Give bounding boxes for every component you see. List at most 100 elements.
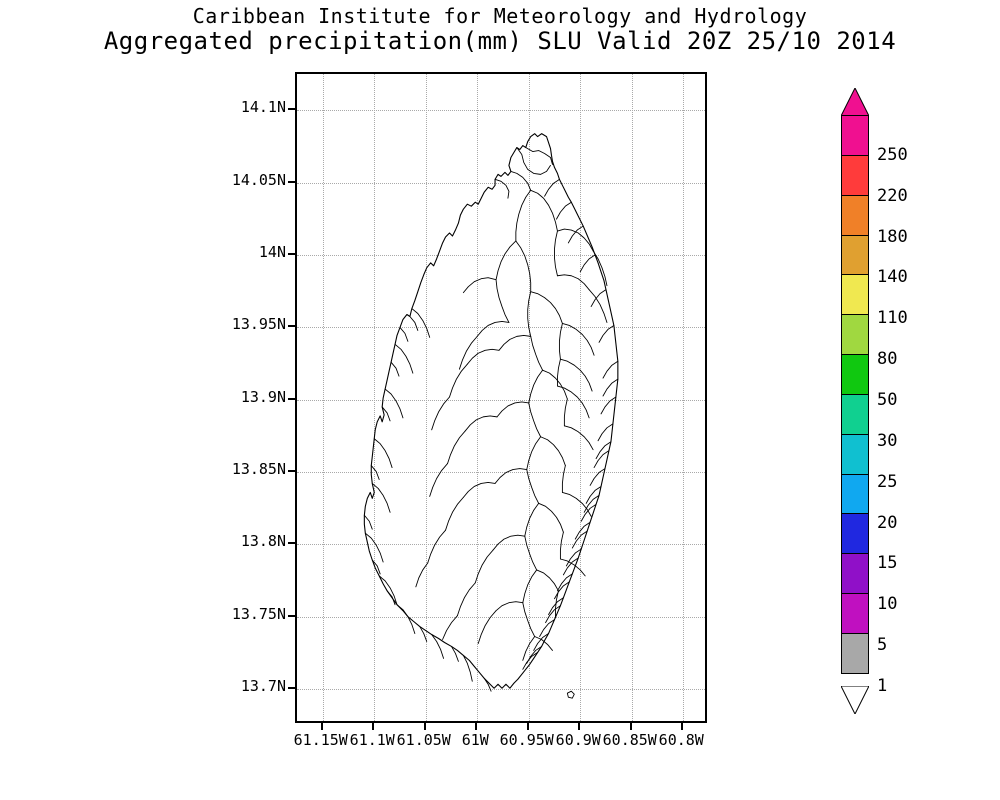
watershed-boundary bbox=[528, 369, 544, 404]
watershed-boundary bbox=[585, 486, 602, 504]
watershed-boundary bbox=[548, 597, 564, 616]
colorbar-band[interactable] bbox=[841, 274, 869, 316]
tick-mark-y bbox=[288, 180, 295, 183]
axis-label-longitude: 61.05W bbox=[396, 731, 451, 749]
tick-mark-x bbox=[578, 723, 581, 730]
watershed-boundary bbox=[563, 425, 594, 451]
watershed-boundary bbox=[526, 436, 542, 471]
watershed-boundary bbox=[476, 321, 510, 337]
north-inlet bbox=[510, 170, 532, 191]
watershed-boundary bbox=[363, 514, 373, 530]
watershed-boundary bbox=[371, 483, 391, 513]
colorbar-band[interactable] bbox=[841, 115, 869, 156]
watershed-boundary bbox=[592, 250, 608, 287]
watershed-boundary bbox=[538, 502, 564, 533]
watershed-boundary bbox=[526, 469, 540, 504]
watershed-boundary bbox=[378, 575, 398, 606]
watershed-boundary bbox=[561, 465, 566, 493]
watershed-boundary bbox=[579, 254, 596, 273]
colorbar-tick-label: 110 bbox=[877, 308, 908, 329]
colorbar-tick-label: 10 bbox=[877, 594, 898, 615]
axis-label-longitude: 61W bbox=[461, 731, 489, 749]
gridline-vertical bbox=[425, 74, 427, 721]
gridline-horizontal bbox=[297, 182, 705, 184]
tick-mark-x bbox=[526, 723, 529, 730]
axis-label-latitude: 14.05N bbox=[231, 170, 286, 189]
watershed-boundary bbox=[373, 438, 393, 469]
watershed-boundary bbox=[589, 468, 606, 486]
watershed-boundary bbox=[498, 334, 532, 351]
colorbar-band[interactable] bbox=[841, 194, 869, 236]
axis-label-latitude: 13.75N bbox=[231, 604, 286, 623]
colorbar-band[interactable] bbox=[841, 234, 869, 276]
watershed-boundary bbox=[567, 225, 584, 244]
watershed-boundary bbox=[386, 590, 396, 606]
watershed-boundary bbox=[394, 343, 414, 374]
colorbar-band[interactable] bbox=[841, 393, 869, 435]
colorbar-band[interactable] bbox=[841, 314, 869, 356]
colorbar-over-arrow bbox=[840, 86, 870, 117]
gridline-vertical bbox=[580, 74, 582, 721]
watershed-boundary bbox=[464, 415, 498, 432]
watershed-boundary bbox=[561, 323, 595, 356]
gridline-vertical bbox=[374, 74, 376, 721]
tick-mark-y bbox=[288, 252, 295, 255]
colorbar-band[interactable] bbox=[841, 632, 869, 674]
tick-mark-x bbox=[423, 723, 426, 730]
watershed-boundary bbox=[462, 654, 473, 682]
gridline-vertical bbox=[683, 74, 685, 721]
watershed-boundary bbox=[474, 549, 494, 584]
colorbar-band[interactable] bbox=[841, 473, 869, 515]
colorbar-band[interactable] bbox=[841, 354, 869, 395]
watershed-boundary bbox=[539, 619, 555, 637]
colorbar-band[interactable] bbox=[841, 593, 869, 634]
colorbar-tick-label: 5 bbox=[877, 635, 888, 656]
axis-label-latitude: 13.85N bbox=[231, 459, 286, 478]
watershed-boundary bbox=[559, 558, 586, 577]
nw-point bbox=[494, 178, 510, 199]
gridline-horizontal bbox=[297, 327, 705, 329]
watershed-boundary bbox=[528, 402, 542, 438]
watershed-boundary bbox=[536, 569, 559, 592]
gridline-vertical bbox=[477, 74, 479, 721]
watershed-boundary bbox=[583, 494, 600, 513]
watershed-boundary bbox=[494, 468, 528, 484]
watershed-boundary bbox=[563, 398, 568, 427]
watershed-boundary bbox=[588, 289, 608, 323]
axis-label-longitude: 61.1W bbox=[349, 731, 395, 749]
watershed-boundary bbox=[530, 189, 558, 232]
watershed-boundary bbox=[447, 430, 466, 465]
watershed-boundary bbox=[495, 279, 510, 323]
page-title: Aggregated precipitation(mm) SLU Valid 2… bbox=[103, 27, 897, 55]
colorbar-band[interactable] bbox=[841, 154, 869, 196]
watershed-boundary bbox=[559, 531, 564, 560]
gridline-vertical bbox=[528, 74, 530, 721]
colorbar-band[interactable] bbox=[841, 513, 869, 555]
colorbar[interactable]: 250 220 180 140 110 80 50 30 25 20 15 10 5 1 bbox=[840, 86, 908, 728]
watershed-boundary bbox=[415, 562, 429, 588]
watershed-boundary bbox=[557, 228, 594, 252]
watershed-boundary bbox=[462, 482, 496, 498]
watershed-boundary bbox=[431, 396, 450, 431]
gridline-horizontal bbox=[297, 544, 705, 546]
colorbar-band[interactable] bbox=[841, 433, 869, 475]
watershed-boundary bbox=[540, 436, 566, 467]
tick-mark-x bbox=[320, 723, 323, 730]
watershed-boundary bbox=[431, 634, 445, 659]
watershed-boundary bbox=[600, 396, 617, 415]
colorbar-tick-label: 15 bbox=[877, 553, 898, 574]
watershed-boundary bbox=[496, 401, 530, 418]
watershed-boundary bbox=[554, 230, 558, 277]
watershed-boundary bbox=[562, 557, 579, 576]
watershed-boundary bbox=[462, 277, 497, 294]
watershed-boundary bbox=[527, 291, 532, 337]
watershed-boundary bbox=[451, 646, 459, 662]
watershed-boundary bbox=[522, 651, 539, 670]
watershed-boundary bbox=[534, 636, 553, 651]
colorbar-tick-label: 1 bbox=[877, 676, 888, 696]
colorbar-band[interactable] bbox=[841, 553, 869, 595]
coastline bbox=[363, 133, 619, 689]
watershed-boundary bbox=[456, 582, 476, 617]
watershed-boundary bbox=[419, 626, 428, 642]
colorbar-tick-label: 140 bbox=[877, 267, 908, 288]
